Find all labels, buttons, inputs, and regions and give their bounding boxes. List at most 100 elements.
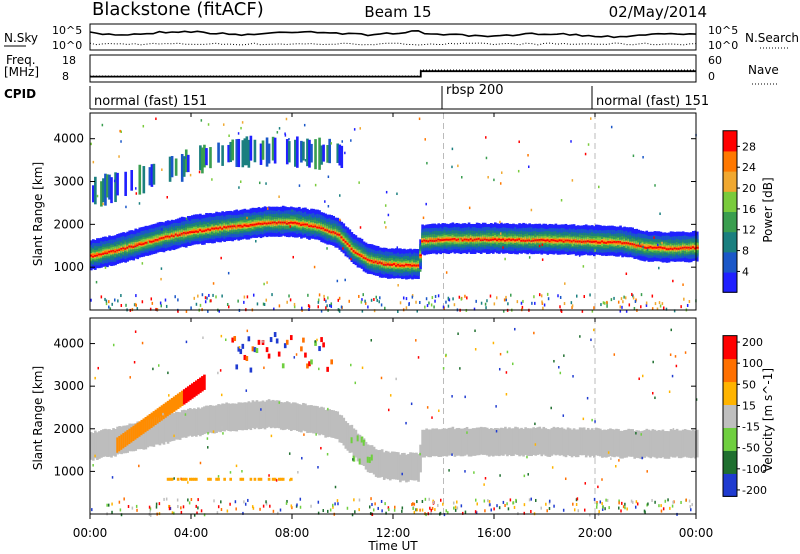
scatter-speckle bbox=[326, 452, 329, 456]
power-band-cell bbox=[635, 244, 639, 248]
scatter-speckle bbox=[334, 485, 337, 489]
ground-scatter-cell bbox=[498, 428, 501, 457]
velocity-low-band-cell bbox=[170, 477, 174, 481]
power-secondary-cell bbox=[180, 153, 184, 182]
ground-scatter-cell bbox=[510, 428, 513, 457]
ground-scatter-cell bbox=[265, 400, 269, 428]
ground-scatter-cell bbox=[570, 429, 574, 458]
power-secondary-cell bbox=[92, 185, 95, 203]
near-range-speckle bbox=[368, 505, 371, 509]
velocity-patch-cell bbox=[320, 337, 323, 343]
near-range-speckle bbox=[327, 296, 329, 300]
power-band-cell bbox=[597, 241, 600, 244]
power-band-cell bbox=[174, 233, 178, 236]
near-range-speckle bbox=[447, 304, 450, 308]
scatter-speckle bbox=[135, 192, 138, 195]
near-range-speckle bbox=[434, 508, 436, 512]
near-range-speckle bbox=[328, 304, 331, 308]
ground-scatter-cell bbox=[696, 429, 699, 458]
freq-unit: [MHz] bbox=[4, 65, 39, 79]
velocity-low-band-cell bbox=[191, 477, 194, 481]
ground-scatter-cell bbox=[112, 428, 115, 456]
velocity-patch-cell bbox=[273, 332, 277, 338]
scatter-speckle bbox=[615, 464, 617, 468]
scatter-speckle bbox=[358, 181, 360, 184]
scatter-speckle bbox=[200, 119, 203, 122]
scatter-speckle bbox=[350, 363, 352, 367]
near-range-speckle bbox=[559, 295, 562, 299]
near-range-speckle bbox=[685, 498, 688, 502]
power-band-cell bbox=[617, 241, 620, 245]
power-secondary-cell bbox=[100, 181, 103, 207]
ground-scatter-cell bbox=[344, 421, 348, 449]
power-band-cell bbox=[336, 233, 340, 236]
near-range-speckle bbox=[251, 505, 254, 509]
power-band-cell bbox=[439, 239, 443, 241]
ground-scatter-cell bbox=[308, 405, 311, 433]
near-range-speckle bbox=[434, 294, 437, 298]
velocity-patch-cell bbox=[330, 359, 333, 365]
velocity-low-band-cell bbox=[180, 477, 184, 481]
near-range-speckle bbox=[90, 298, 92, 302]
velocity-tongue-cell bbox=[170, 397, 174, 414]
ground-scatter-cell bbox=[643, 430, 647, 458]
power-band-cell bbox=[130, 245, 134, 248]
power-band-cell bbox=[241, 225, 245, 228]
cpid-segment-2: rbsp 200 bbox=[446, 83, 504, 98]
ground-scatter-cell bbox=[292, 402, 295, 431]
power-secondary-cell bbox=[318, 137, 321, 170]
power-band-cell bbox=[427, 240, 430, 243]
scatter-speckle bbox=[587, 143, 590, 146]
scatter-speckle bbox=[326, 247, 328, 250]
near-range-speckle bbox=[421, 508, 424, 512]
ground-scatter-cell bbox=[435, 428, 439, 457]
power-band-cell bbox=[399, 263, 402, 267]
power-band-cell bbox=[403, 264, 406, 267]
near-range-speckle bbox=[507, 507, 510, 511]
power-band-cell bbox=[489, 239, 493, 241]
ground-scatter-cell bbox=[584, 429, 588, 458]
near-range-speckle bbox=[265, 502, 268, 506]
scatter-speckle bbox=[492, 341, 495, 345]
power-band-cell bbox=[98, 253, 101, 256]
scatter-speckle bbox=[255, 239, 257, 243]
velocity-patch-cell bbox=[243, 354, 247, 360]
cpid-label: CPID bbox=[4, 87, 36, 101]
ground-scatter-cell bbox=[556, 427, 560, 455]
scatter-speckle bbox=[336, 279, 339, 283]
near-range-speckle bbox=[218, 309, 221, 313]
ground-scatter-cell bbox=[597, 428, 600, 456]
near-range-speckle bbox=[618, 506, 620, 510]
near-range-speckle bbox=[217, 505, 220, 509]
scatter-speckle bbox=[239, 233, 242, 236]
ground-scatter-cell bbox=[580, 427, 584, 456]
ground-scatter-cell bbox=[269, 400, 273, 429]
ground-scatter-cell bbox=[536, 427, 540, 455]
near-range-speckle bbox=[606, 304, 608, 308]
scatter-speckle bbox=[262, 340, 264, 343]
near-range-speckle bbox=[439, 498, 442, 502]
ground-scatter-cell bbox=[415, 452, 418, 481]
near-range-speckle bbox=[173, 511, 175, 515]
power-band-cell bbox=[384, 262, 388, 266]
ground-scatter-cell bbox=[182, 409, 186, 438]
power-band-cell bbox=[320, 225, 323, 229]
scatter-speckle bbox=[303, 433, 305, 436]
ground-scatter-cell bbox=[554, 427, 558, 456]
power-band-cell bbox=[156, 239, 160, 241]
velocity-green-cell bbox=[350, 437, 354, 444]
scatter-speckle bbox=[499, 220, 501, 224]
power-band-cell bbox=[554, 239, 558, 242]
scatter-speckle bbox=[212, 430, 215, 433]
near-range-speckle bbox=[405, 306, 408, 310]
power-band-cell bbox=[655, 247, 659, 249]
near-range-speckle bbox=[119, 508, 122, 512]
scatter-speckle bbox=[527, 154, 529, 157]
ground-scatter-cell bbox=[679, 430, 683, 459]
ground-scatter-cell bbox=[273, 400, 277, 429]
power-band-cell bbox=[106, 252, 109, 255]
power-band-cell bbox=[285, 222, 289, 225]
ground-scatter-cell bbox=[681, 429, 685, 458]
power-band-cell bbox=[590, 239, 594, 243]
power-band-cell bbox=[191, 231, 194, 233]
